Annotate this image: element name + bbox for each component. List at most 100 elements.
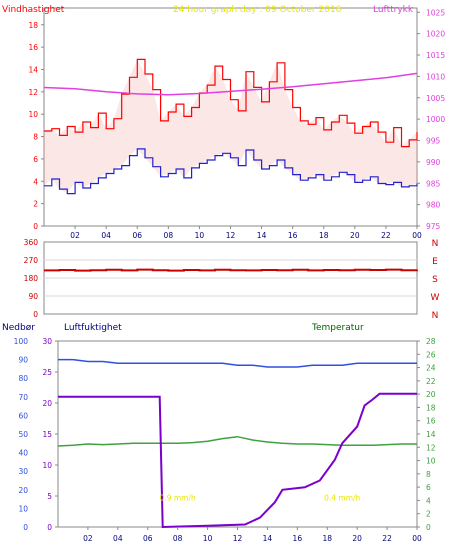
humidity-y-tick-label: 50: [18, 430, 28, 439]
direction-y-tick-label: 0: [33, 310, 38, 319]
pressure-line: [43, 72, 418, 96]
humidity-y-tick-label: 40: [18, 449, 28, 458]
wind-x-tick-label: 04: [101, 231, 111, 240]
humidity-line: [58, 358, 417, 368]
wind-x-tick-label: 02: [70, 231, 80, 240]
rain-y-tick-label: 0: [47, 523, 52, 532]
direction-y-axis-ticks: 0 90 180 270 360: [24, 238, 417, 319]
rain-rate-annotation: 0.9 mm/h: [160, 493, 196, 502]
wind-y-tick-label: 6: [33, 155, 38, 164]
chart-title: 24 hour graph day : 09 October 2016: [173, 5, 342, 15]
wind-x-axis-ticks: 02 04 06 08 10 12 14 16 18 20 22 00: [70, 226, 422, 240]
wind-y-tick-label: 10: [28, 110, 38, 119]
wind-y-tick-label: 4: [33, 177, 38, 186]
humidity-x-tick-label: 16: [293, 534, 303, 543]
humidity-y-axis-ticks: 0 10 20 30 40 50 60 70 80 90 100: [14, 337, 29, 532]
compass-label: W: [431, 293, 440, 303]
wind-direction-line: [44, 268, 418, 272]
humidity-x-tick-label: 22: [382, 534, 392, 543]
pressure-y-tick-label: 975: [426, 222, 441, 231]
wind-y-tick-label: 8: [33, 133, 38, 142]
gust-band-area: [44, 59, 417, 194]
wind-x-tick-label: 18: [319, 231, 329, 240]
direction-y-tick-label: 270: [24, 256, 39, 265]
rain-y-tick-label: 25: [42, 368, 52, 377]
humidity-plot-frame: [57, 340, 418, 528]
rain-axis-label: Nedbør: [2, 323, 35, 333]
compass-label: S: [432, 275, 438, 285]
pressure-y-tick-label: 1020: [426, 30, 445, 39]
humidity-y-tick-label: 20: [18, 486, 28, 495]
temperature-y-tick-label: 8: [426, 470, 431, 479]
direction-y-tick-label: 360: [24, 238, 39, 247]
temperature-line: [57, 435, 417, 447]
humidity-x-tick-label: 02: [83, 534, 93, 543]
pressure-y-tick-label: 1015: [426, 51, 445, 60]
humidity-x-tick-label: 18: [322, 534, 332, 543]
pressure-y-tick-label: 1000: [426, 115, 445, 124]
temperature-axis-label: Temperatur: [311, 323, 364, 333]
pressure-y-tick-label: 1025: [426, 8, 445, 17]
humidity-x-tick-label: 10: [203, 534, 213, 543]
wind-y-tick-label: 16: [28, 43, 38, 52]
wind-y-tick-label: 0: [33, 222, 38, 231]
direction-y-tick-label: 180: [24, 274, 39, 283]
rain-rate-annotation: 0.4 mm/h: [324, 493, 360, 502]
temperature-y-tick-label: 16: [426, 417, 436, 426]
direction-y-tick-label: 90: [28, 292, 38, 301]
wind-x-tick-label: 22: [381, 231, 391, 240]
humidity-y-tick-label: 100: [14, 337, 29, 346]
rain-y-tick-label: 10: [42, 461, 52, 470]
humidity-x-axis-ticks: 02 04 06 08 10 12 14 16 18 20 22 00: [83, 527, 422, 543]
wind-x-tick-label: 08: [164, 231, 174, 240]
temperature-y-tick-label: 4: [426, 496, 431, 505]
compass-label: N: [432, 311, 439, 321]
rain-y-tick-label: 20: [42, 399, 52, 408]
humidity-x-tick-label: 04: [113, 534, 123, 543]
pressure-y-axis-ticks: 975 980 985 990 995 1000 1005 1010 1015 1020 1025: [417, 8, 445, 231]
temperature-y-tick-label: 20: [426, 390, 436, 399]
wind-speed-axis-label: Vindhastighet: [2, 5, 65, 15]
humidity-x-tick-label: 06: [143, 534, 153, 543]
temperature-y-tick-label: 22: [426, 377, 436, 386]
wind-x-tick-label: 12: [226, 231, 236, 240]
pressure-axis-label: Lufttrykk: [373, 5, 414, 15]
temperature-y-tick-label: 24: [426, 364, 436, 373]
rain-y-tick-label: 30: [42, 337, 52, 346]
wind-x-tick-label: 20: [350, 231, 360, 240]
humidity-axis-label: Luftfuktighet: [64, 323, 122, 333]
pressure-y-tick-label: 990: [426, 158, 441, 167]
humidity-x-tick-label: 14: [263, 534, 273, 543]
pressure-y-tick-label: 1010: [426, 72, 445, 81]
humidity-x-tick-label: 00: [412, 534, 422, 543]
rain-accumulation-line: [58, 392, 417, 529]
compass-label: N: [432, 239, 439, 249]
wind-x-tick-label: 16: [288, 231, 298, 240]
pressure-y-tick-label: 980: [426, 201, 441, 210]
temperature-y-tick-label: 18: [426, 403, 436, 412]
wind-x-tick-label: 10: [195, 231, 205, 240]
temperature-y-tick-label: 10: [426, 457, 436, 466]
humidity-y-tick-label: 10: [18, 504, 28, 513]
humidity-y-tick-label: 70: [18, 393, 28, 402]
humidity-y-tick-label: 30: [18, 467, 28, 476]
rain-y-axis-ticks: 0 5 10 15 20 25 30: [42, 337, 58, 532]
wind-y-tick-label: 14: [28, 65, 38, 74]
wind-y-tick-label: 18: [28, 21, 38, 30]
wind-y-tick-label: 12: [28, 88, 38, 97]
wind-x-tick-label: 06: [132, 231, 142, 240]
temperature-y-tick-label: 12: [426, 443, 436, 452]
gust-speed-line: [44, 58, 418, 148]
temperature-y-tick-label: 28: [426, 337, 436, 346]
humidity-x-tick-label: 12: [233, 534, 243, 543]
humidity-x-tick-label: 08: [173, 534, 183, 543]
temperature-y-tick-label: 2: [426, 510, 431, 519]
temperature-y-tick-label: 26: [426, 350, 436, 359]
wind-series-layer: [43, 58, 418, 195]
humidity-x-tick-label: 20: [352, 534, 362, 543]
wind-x-tick-label: 00: [412, 231, 422, 240]
